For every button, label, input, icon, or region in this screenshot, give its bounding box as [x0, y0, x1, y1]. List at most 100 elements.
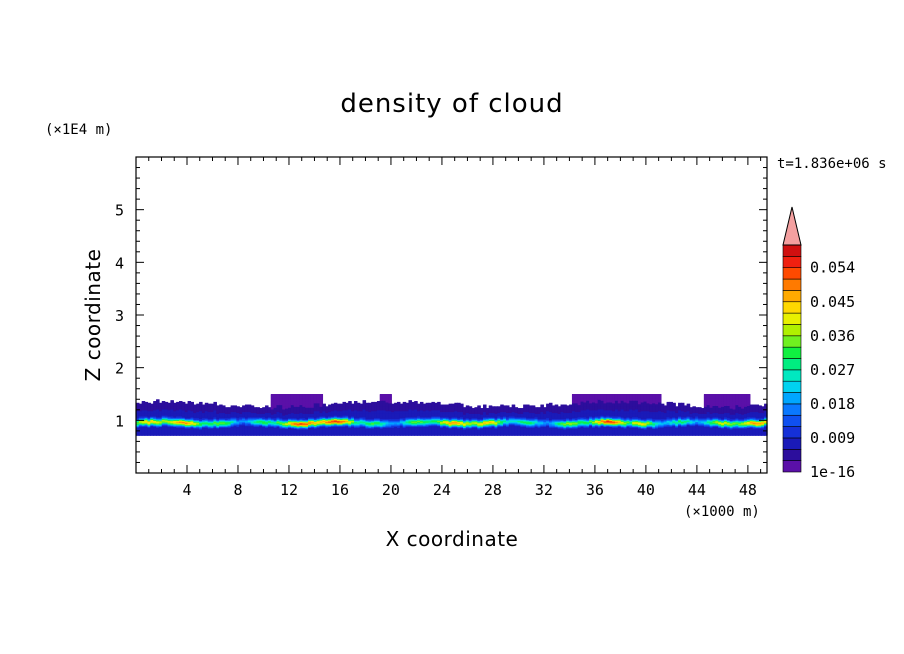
- contour-cell: [222, 425, 226, 428]
- contour-cell: [282, 434, 286, 436]
- contour-cell: [233, 424, 237, 427]
- contour-cell: [391, 418, 395, 421]
- contour-cell: [224, 407, 229, 409]
- contour-cell: [477, 420, 481, 422]
- contour-cell: [213, 428, 217, 430]
- contour-cell: [201, 422, 206, 424]
- contour-cell: [442, 408, 447, 411]
- contour-cell: [313, 399, 318, 401]
- contour-cell: [302, 407, 306, 409]
- contour-cell: [336, 417, 341, 420]
- contour-cell: [293, 422, 298, 425]
- contour-cell: [310, 394, 315, 396]
- contour-cell: [158, 430, 163, 433]
- contour-cell: [256, 419, 260, 421]
- contour-cell: [333, 428, 338, 430]
- contour-cell: [405, 412, 410, 414]
- contour-cell: [299, 429, 303, 431]
- contour-cell: [184, 422, 189, 425]
- contour-cell: [491, 426, 496, 428]
- contour-cell: [368, 428, 372, 430]
- contour-cell: [158, 408, 163, 410]
- contour-cell: [267, 409, 272, 412]
- contour-cell: [348, 425, 352, 428]
- contour-cell: [279, 429, 283, 432]
- contour-cell: [402, 419, 407, 421]
- contour-cell: [290, 429, 295, 432]
- contour-cell: [382, 403, 387, 406]
- contour-cell: [187, 401, 192, 404]
- contour-cell: [454, 408, 458, 411]
- contour-cell: [342, 416, 346, 419]
- contour-cell: [267, 414, 272, 416]
- contour-cell: [296, 399, 301, 401]
- contour-cell: [339, 422, 344, 425]
- contour-cell: [270, 401, 275, 404]
- contour-cell: [494, 412, 498, 414]
- contour-cell: [477, 410, 481, 413]
- contour-cell: [345, 422, 349, 425]
- contour-cell: [184, 412, 189, 414]
- contour-cell: [368, 424, 372, 427]
- contour-cell: [480, 423, 484, 426]
- contour-cell: [296, 421, 301, 423]
- contour-cell: [379, 415, 384, 418]
- contour-cell: [434, 429, 438, 431]
- contour-cell: [236, 422, 240, 425]
- contour-cell: [313, 429, 318, 432]
- contour-cell: [207, 411, 212, 414]
- contour-cell: [508, 414, 513, 416]
- contour-cell: [365, 414, 369, 416]
- contour-cell: [316, 402, 321, 405]
- contour-cell: [511, 416, 516, 419]
- contour-cell: [279, 422, 283, 425]
- contour-cell: [153, 406, 157, 408]
- contour-cell: [506, 411, 510, 414]
- contour-cell: [173, 413, 177, 415]
- contour-cell: [144, 407, 149, 409]
- contour-cell: [173, 419, 177, 421]
- contour-cell: [494, 422, 498, 425]
- contour-cell: [270, 407, 275, 409]
- contour-cell: [196, 429, 200, 431]
- contour-cell: [256, 431, 260, 434]
- contour-cell: [308, 401, 312, 403]
- contour-cell: [227, 408, 232, 410]
- contour-cell: [462, 417, 467, 420]
- contour-cell: [207, 431, 212, 434]
- contour-cell: [331, 420, 335, 422]
- contour-cell: [199, 426, 203, 428]
- contour-cell: [460, 416, 464, 419]
- contour-cell: [247, 424, 252, 427]
- contour-cell: [288, 408, 292, 411]
- contour-cell: [319, 395, 324, 398]
- contour-cell: [379, 408, 384, 410]
- contour-cell: [267, 408, 272, 411]
- contour-cell: [270, 412, 275, 414]
- contour-cell: [233, 418, 237, 421]
- contour-cell: [236, 432, 240, 435]
- contour-cell: [506, 408, 510, 410]
- contour-cell: [480, 422, 484, 424]
- contour-cell: [402, 405, 407, 407]
- contour-cell: [488, 411, 493, 414]
- contour-cell: [368, 433, 372, 435]
- contour-cell: [190, 429, 194, 431]
- contour-cell: [265, 427, 269, 429]
- contour-cell: [394, 425, 398, 428]
- contour-cell: [362, 409, 367, 412]
- contour-cell: [457, 431, 461, 434]
- contour-cell: [440, 415, 444, 418]
- contour-cell: [333, 427, 338, 429]
- contour-cell: [288, 417, 292, 420]
- contour-cell: [302, 422, 306, 425]
- contour-cell: [290, 426, 295, 428]
- contour-cell: [474, 430, 478, 433]
- contour-cell: [483, 428, 487, 430]
- contour-cell: [138, 420, 143, 422]
- contour-cell: [356, 408, 361, 411]
- contour-cell: [351, 409, 355, 412]
- contour-cell: [336, 425, 341, 428]
- contour-cell: [483, 407, 487, 409]
- contour-cell: [388, 429, 392, 431]
